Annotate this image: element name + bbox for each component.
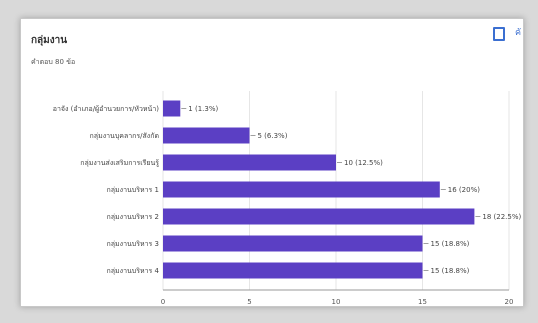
x-tick-label: 5	[247, 298, 251, 306]
bar	[163, 208, 475, 225]
x-tick-label: 20	[505, 298, 514, 306]
category-label: กลุ่มงานบริหาร 4	[107, 267, 160, 275]
data-label: 1 (1.3%)	[188, 105, 218, 113]
x-tick-label: 10	[332, 298, 341, 306]
bar	[163, 262, 423, 279]
x-tick-label: 15	[418, 298, 427, 306]
bar	[163, 100, 181, 117]
response-count: คำตอบ 80 ข้อ	[31, 58, 76, 66]
data-label: 10 (12.5%)	[344, 159, 383, 167]
bar	[163, 154, 336, 171]
bar-chart: 0 5 10 15 20 อาจัง (อำเภอ/ผู้อำนวยการ/หัวหน้า…	[53, 91, 522, 306]
x-tick-label: 0	[161, 298, 165, 306]
bar	[163, 181, 440, 198]
category-label: กลุ่มงานส่งเสริมการเรียนรู้	[80, 159, 159, 167]
data-label: 5 (6.3%)	[258, 132, 288, 140]
category-label: กลุ่มงานบริหาร 2	[107, 213, 159, 221]
chart-card: กลุ่มงาน คำตอบ 80 ข้อ คั 0 5 10 15 20 อาจัง (…	[20, 18, 524, 307]
copy-label[interactable]: คั	[514, 28, 521, 38]
copy-icon[interactable]	[493, 27, 505, 41]
category-label: กลุ่มงานบุคลากร/สังกัด	[90, 132, 159, 140]
data-label: 15 (18.8%)	[431, 267, 470, 275]
bar	[163, 127, 250, 144]
chart-title: กลุ่มงาน	[31, 35, 68, 46]
data-label: 15 (18.8%)	[431, 240, 470, 248]
category-label: อาจัง (อำเภอ/ผู้อำนวยการ/หัวหน้า)	[53, 105, 160, 113]
data-label: 16 (20%)	[448, 186, 480, 194]
category-label: กลุ่มงานบริหาร 1	[107, 186, 159, 194]
bar	[163, 235, 423, 252]
category-label: กลุ่มงานบริหาร 3	[107, 240, 159, 248]
data-label: 18 (22.5%)	[482, 213, 521, 221]
